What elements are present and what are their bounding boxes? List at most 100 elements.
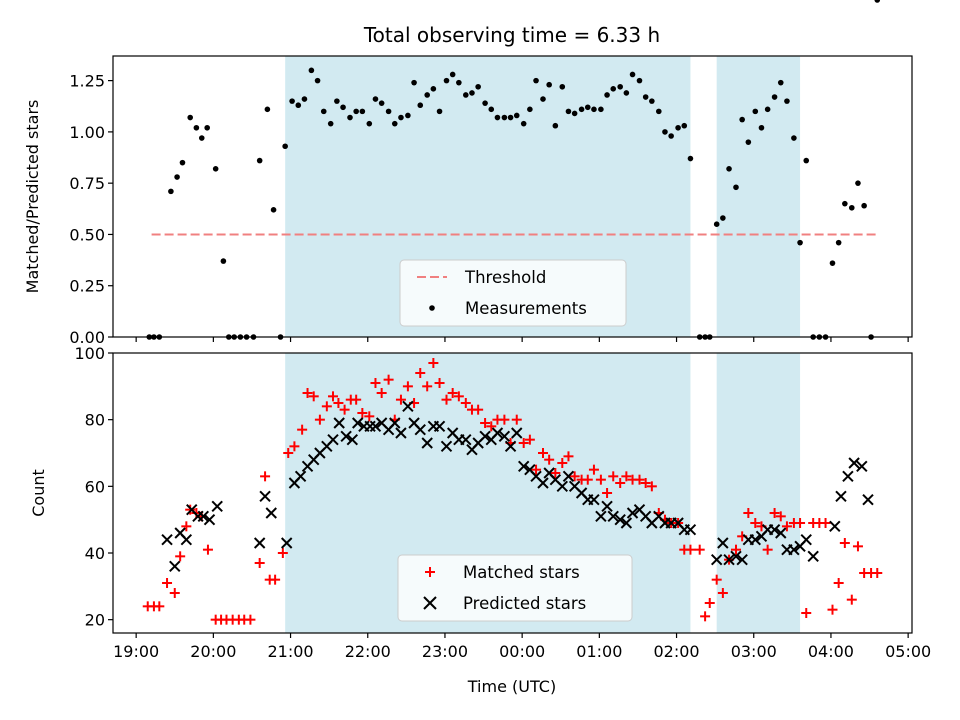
y-tick-label: 80 (85, 411, 105, 430)
marker-stroke (259, 490, 271, 503)
data-point (602, 488, 613, 498)
data-point (717, 537, 729, 549)
data-point (646, 481, 657, 492)
marker-stroke (835, 490, 847, 503)
y-tick-label: 100 (74, 344, 105, 363)
x-tick-label: 02:00 (653, 642, 699, 661)
data-point (376, 388, 387, 398)
data-point (436, 108, 443, 115)
data-point (862, 493, 874, 506)
data-point (264, 106, 271, 113)
data-point (855, 180, 861, 186)
x-tick-label: 22:00 (345, 642, 391, 661)
y-tick-label: 60 (85, 477, 105, 496)
data-point (473, 404, 484, 415)
data-point (197, 510, 210, 523)
marker-stroke (414, 423, 426, 436)
marker-stroke (800, 533, 812, 546)
data-point (562, 470, 575, 483)
data-point (800, 533, 812, 546)
data-point (282, 143, 288, 150)
data-point (839, 538, 850, 548)
data-point (762, 544, 773, 555)
data-point (807, 550, 819, 563)
data-point (385, 108, 392, 115)
data-point (504, 440, 517, 453)
data-point (434, 378, 445, 388)
marker-stroke (479, 430, 491, 443)
data-point (713, 221, 720, 227)
data-point (582, 474, 593, 485)
data-point (475, 83, 481, 90)
data-point (422, 381, 433, 392)
data-point (211, 500, 223, 513)
data-point (518, 438, 529, 448)
data-point (469, 90, 475, 96)
data-point (302, 388, 313, 398)
marker-stroke (253, 537, 266, 549)
data-point (327, 433, 339, 446)
marker-stroke (433, 420, 446, 433)
data-point (359, 108, 366, 115)
x-axis-label: Time (UTC) (467, 677, 556, 696)
marker-stroke (653, 510, 665, 523)
data-point (736, 553, 748, 566)
data-point (480, 418, 491, 428)
data-point (531, 464, 542, 475)
marker-stroke (375, 417, 388, 429)
marker-stroke (614, 513, 626, 526)
data-point (795, 518, 806, 528)
y-tick-label: 0.50 (69, 225, 105, 244)
data-point (607, 510, 619, 523)
data-point (642, 94, 649, 100)
data-point (533, 77, 539, 84)
data-point (569, 471, 580, 482)
marker-stroke (161, 533, 173, 546)
data-point (511, 414, 522, 425)
data-point (537, 448, 548, 458)
x-tick-label: 03:00 (731, 642, 777, 661)
marker-stroke (504, 440, 517, 453)
data-point (308, 391, 319, 402)
data-point (730, 550, 742, 563)
marker-stroke (595, 510, 607, 523)
data-point (750, 518, 761, 528)
data-point (346, 433, 359, 446)
data-point (513, 112, 520, 119)
data-point (620, 517, 633, 529)
data-point (424, 92, 430, 98)
data-point (482, 100, 488, 106)
data-point (668, 133, 674, 139)
data-point (402, 381, 413, 392)
data-point (265, 507, 277, 519)
marker-stroke (575, 487, 588, 499)
data-point (842, 200, 848, 207)
marker-stroke (556, 480, 568, 493)
data-point (174, 174, 180, 180)
data-point (675, 124, 681, 131)
data-point (614, 513, 626, 526)
data-point (347, 114, 353, 121)
data-point (220, 258, 227, 264)
y-tick-label: 20 (85, 611, 105, 630)
data-point (308, 67, 315, 74)
legend-marker (423, 596, 437, 610)
data-point (552, 122, 559, 129)
y-tick-label: 1.25 (69, 72, 105, 91)
legend: Matched stars Predicted stars (397, 554, 633, 622)
data-point (212, 166, 219, 172)
data-point (550, 468, 561, 478)
data-point (353, 108, 359, 115)
data-point (175, 551, 186, 562)
marker-stroke (491, 427, 504, 439)
data-point (486, 421, 497, 432)
data-point (700, 611, 711, 622)
data-point (395, 394, 406, 405)
marker-stroke (848, 457, 860, 469)
marker-stroke (517, 460, 530, 473)
data-point (745, 139, 752, 145)
data-point (758, 124, 765, 131)
data-point (254, 558, 265, 568)
marker-stroke (265, 507, 277, 519)
data-point (321, 401, 332, 412)
